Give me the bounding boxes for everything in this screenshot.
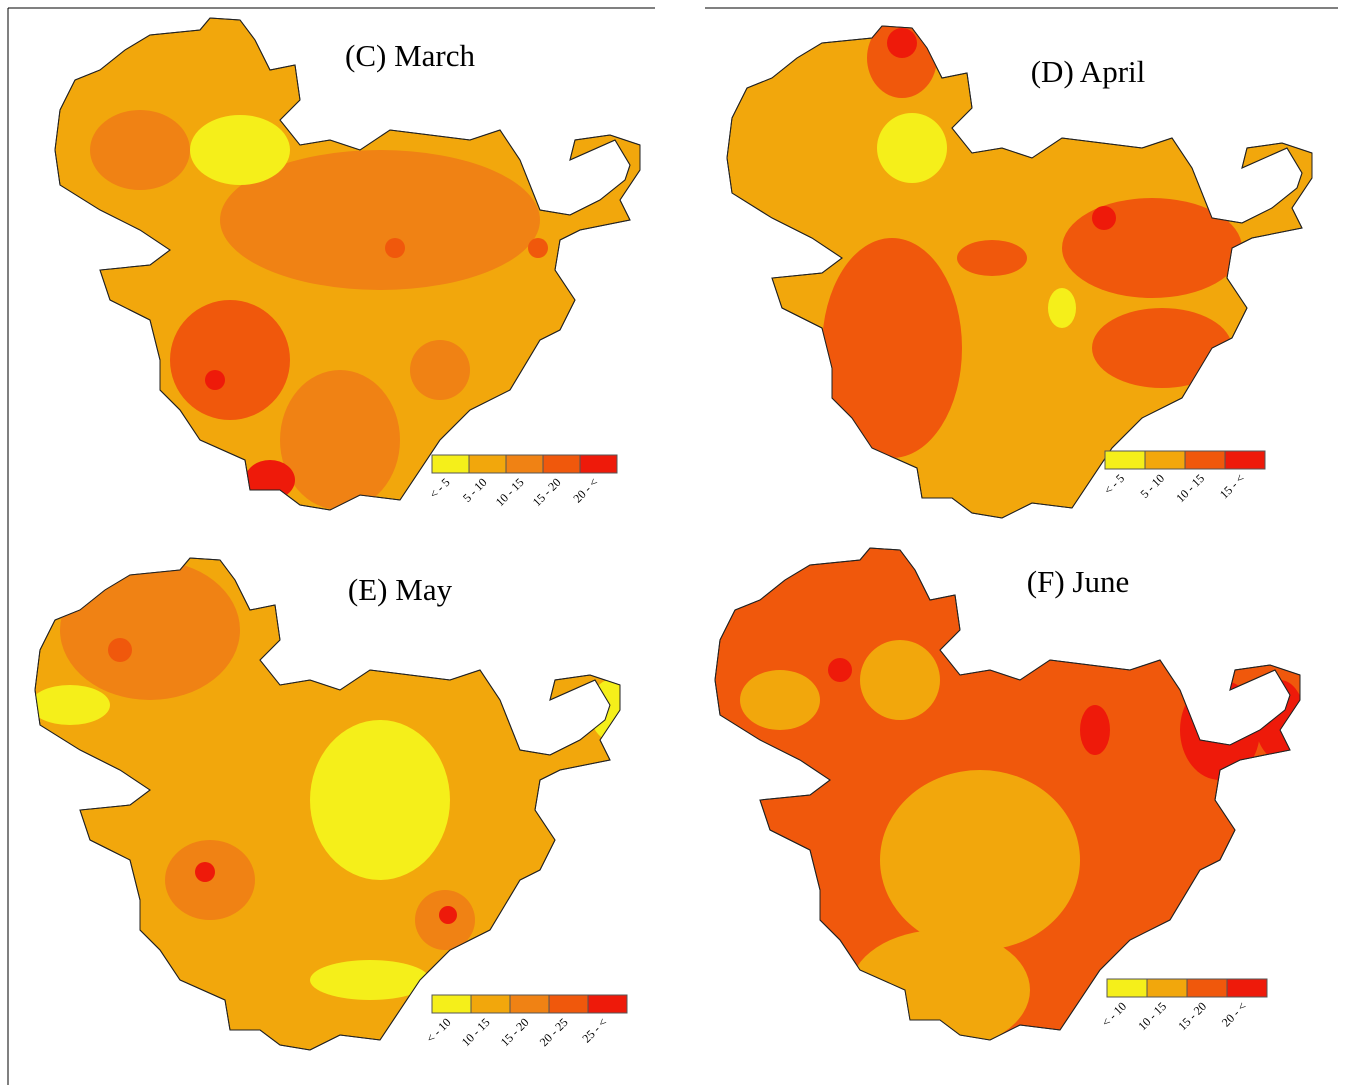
legend-swatch bbox=[469, 455, 506, 473]
legend-swatch bbox=[580, 455, 617, 473]
legend-label: 10 - 15 bbox=[493, 475, 527, 509]
legend-swatch bbox=[1147, 979, 1187, 997]
legend-label: < - 5 bbox=[1101, 471, 1127, 497]
legend-label: < - 5 bbox=[427, 475, 453, 501]
map-may bbox=[30, 558, 630, 1050]
legend-label: 25 - < bbox=[579, 1015, 609, 1045]
legend-swatch bbox=[1225, 451, 1265, 469]
legend-label: 10 - 15 bbox=[1135, 999, 1169, 1033]
panel-title: (D) April bbox=[1031, 54, 1146, 89]
map-march bbox=[55, 18, 640, 510]
map-june bbox=[715, 548, 1305, 1050]
legend-label: < - 10 bbox=[1099, 999, 1129, 1029]
legend-label: 20 - 25 bbox=[537, 1015, 571, 1049]
legend-swatch bbox=[1107, 979, 1147, 997]
legend-swatch bbox=[432, 455, 469, 473]
legend-swatch bbox=[471, 995, 510, 1013]
legend-swatch bbox=[1145, 451, 1185, 469]
legend-label: 20 - < bbox=[570, 475, 600, 505]
legend-label: < - 10 bbox=[423, 1015, 453, 1045]
legend-label: 15 - 20 bbox=[498, 1015, 532, 1049]
legend-label: 20 - < bbox=[1219, 999, 1249, 1029]
legend-label: 10 - 15 bbox=[459, 1015, 493, 1049]
legend-swatch bbox=[510, 995, 549, 1013]
legend-swatch bbox=[588, 995, 627, 1013]
legend-label: 5 - 10 bbox=[460, 475, 490, 505]
map-april bbox=[727, 18, 1312, 518]
legend-swatch bbox=[549, 995, 588, 1013]
legend-swatch bbox=[1185, 451, 1225, 469]
legend-swatch bbox=[506, 455, 543, 473]
panel-title: (E) May bbox=[348, 572, 453, 607]
legend-swatch bbox=[1187, 979, 1227, 997]
legend-label: 15 - 20 bbox=[1175, 999, 1209, 1033]
legend-swatch bbox=[543, 455, 580, 473]
legend-label: 15 - < bbox=[1217, 471, 1247, 501]
legend-swatch bbox=[1105, 451, 1145, 469]
legend-label: 10 - 15 bbox=[1173, 471, 1207, 505]
legend-swatch bbox=[432, 995, 471, 1013]
legend-label: 5 - 10 bbox=[1137, 471, 1167, 501]
panel-title: (F) June bbox=[1027, 564, 1129, 599]
legend-label: 15 - 20 bbox=[530, 475, 564, 509]
panel-title: (C) March bbox=[345, 38, 475, 73]
legend-swatch bbox=[1227, 979, 1267, 997]
figure: (C) March (D) April (E) May (F) June < -… bbox=[0, 0, 1346, 1087]
